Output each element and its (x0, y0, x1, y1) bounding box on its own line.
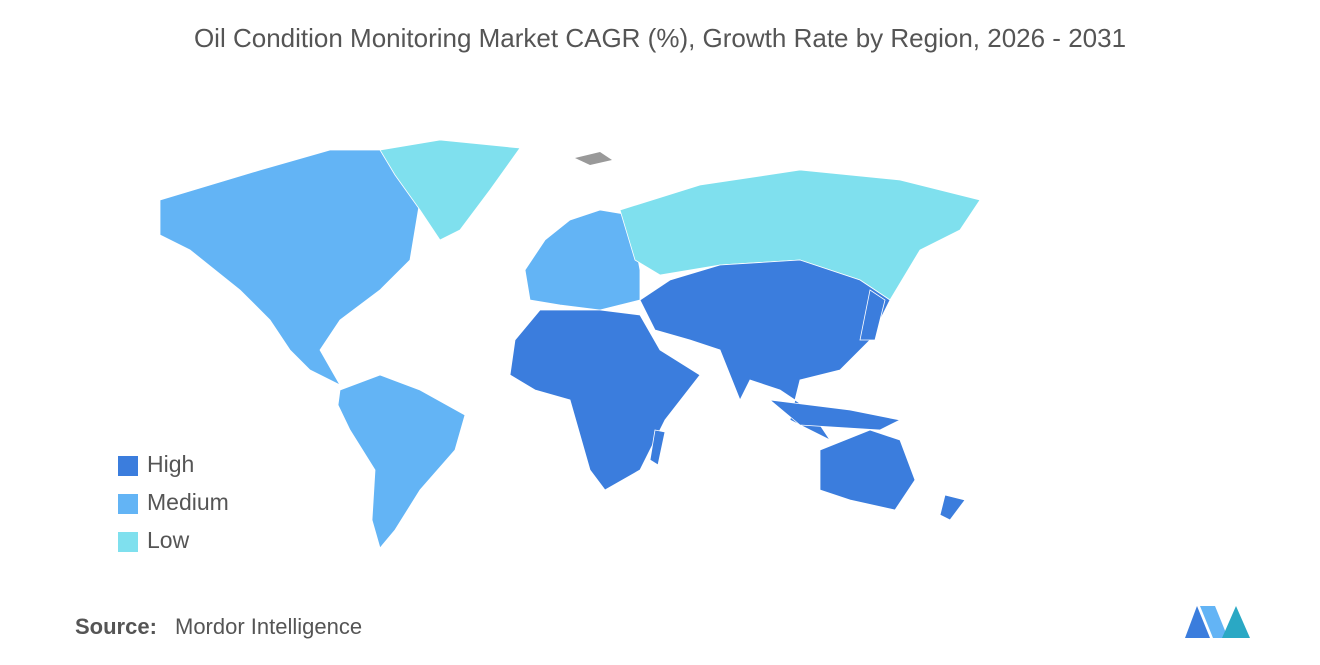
world-map (159, 139, 981, 549)
legend-swatch (118, 494, 138, 514)
japan (859, 289, 886, 341)
source-label: Source: (75, 614, 157, 639)
logo (1185, 606, 1250, 638)
madagascar (649, 429, 666, 466)
indonesia (768, 399, 902, 431)
legend-label: High (147, 451, 194, 477)
legend-swatch (118, 532, 138, 552)
asia (639, 259, 891, 442)
legend-label: Medium (147, 489, 229, 515)
north-america (159, 149, 421, 386)
australia (819, 429, 916, 511)
legend-swatch (118, 456, 138, 476)
legend: High Medium Low (118, 451, 229, 553)
russia (619, 169, 981, 301)
south-america (337, 374, 466, 549)
greenland (379, 139, 521, 241)
title: Oil Condition Monitoring Market CAGR (%)… (194, 23, 1126, 53)
new-zealand (939, 494, 966, 521)
europe (524, 209, 641, 311)
legend-label: Low (147, 527, 190, 553)
africa (509, 309, 701, 491)
source-text: Mordor Intelligence (175, 614, 362, 639)
svalbard (575, 152, 612, 165)
